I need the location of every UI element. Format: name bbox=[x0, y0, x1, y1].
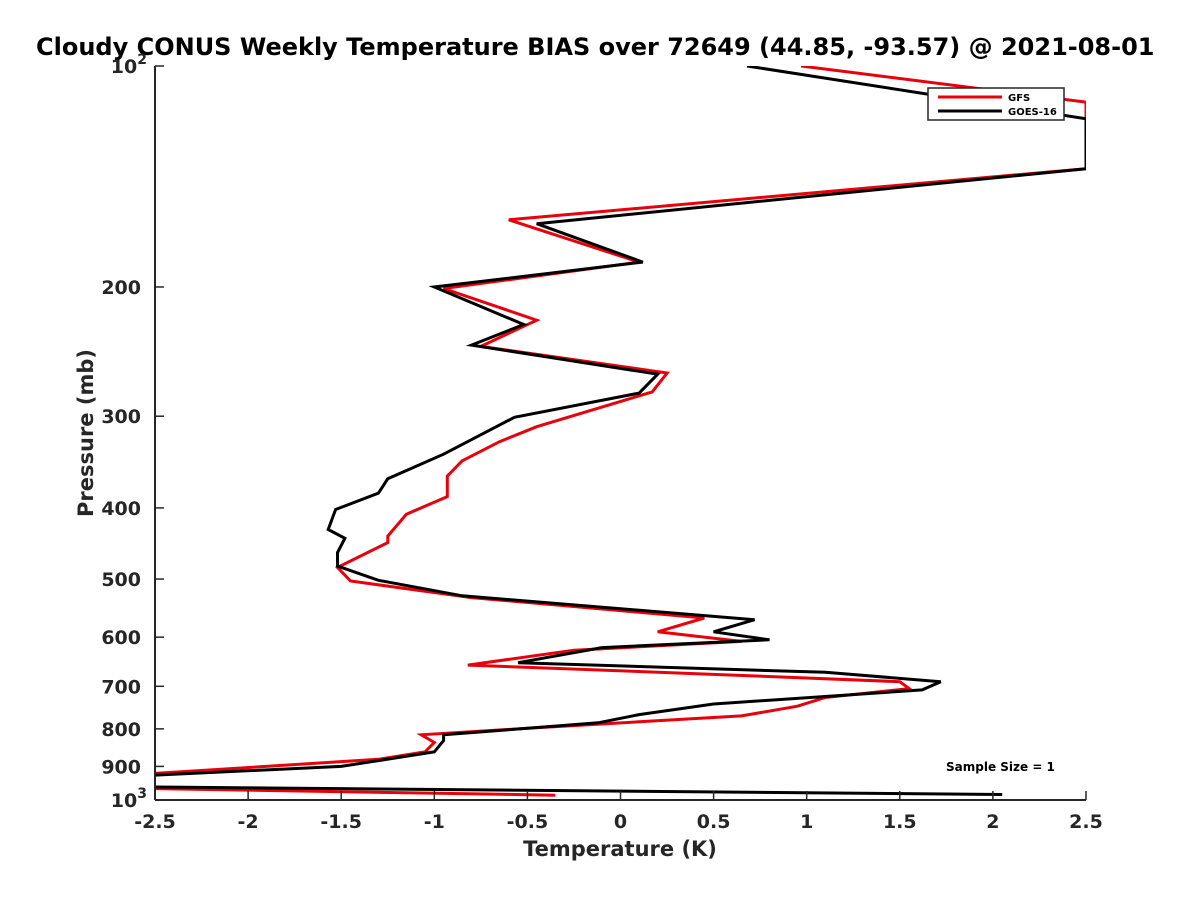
x-tick-label: -1.5 bbox=[320, 811, 362, 833]
x-tick-label: 2.5 bbox=[1069, 811, 1103, 833]
x-tick-label: 1 bbox=[800, 811, 813, 833]
sample-size-annotation: Sample Size = 1 bbox=[946, 760, 1055, 774]
y-tick-label: 600 bbox=[101, 627, 141, 649]
x-tick-label: 1.5 bbox=[883, 811, 917, 833]
x-tick-label: 2 bbox=[986, 811, 999, 833]
y-tick-label: 200 bbox=[101, 277, 141, 299]
x-tick-label: -2 bbox=[238, 811, 259, 833]
series-layer bbox=[155, 66, 1086, 797]
y-tick-label: 900 bbox=[101, 756, 141, 778]
legend-label-goes16: GOES-16 bbox=[1008, 107, 1057, 118]
y-tick-label: 103 bbox=[111, 786, 147, 812]
x-axis-label: Temperature (K) bbox=[523, 837, 717, 861]
series-line-gfs-lower bbox=[155, 787, 556, 797]
y-tick-base: 10 bbox=[111, 56, 137, 78]
legend-label-gfs: GFS bbox=[1008, 93, 1030, 104]
series-line-goes16 bbox=[155, 66, 1086, 777]
y-tick-label: 300 bbox=[101, 406, 141, 428]
y-tick-base: 10 bbox=[111, 790, 137, 812]
x-tick-label: 0.5 bbox=[697, 811, 731, 833]
x-tick-label: 0 bbox=[614, 811, 627, 833]
legend-box bbox=[927, 87, 1065, 121]
x-tick-label: -0.5 bbox=[507, 811, 549, 833]
y-tick-label: 700 bbox=[101, 676, 141, 698]
series-line-goes16-lower bbox=[155, 785, 1003, 796]
y-tick-exponent: 2 bbox=[137, 52, 147, 68]
y-tick-exponent: 3 bbox=[137, 786, 147, 802]
y-tick-label: 500 bbox=[101, 569, 141, 591]
y-tick-label: 102 bbox=[111, 52, 147, 78]
legend: GFS GOES-16 bbox=[927, 87, 1065, 121]
chart-title: Cloudy CONUS Weekly Temperature BIAS ove… bbox=[36, 33, 1154, 61]
x-tick-label: -2.5 bbox=[134, 811, 176, 833]
y-tick-label: 400 bbox=[101, 498, 141, 520]
y-tick-label: 800 bbox=[101, 719, 141, 741]
x-tick-group: -2.5 -2 -1.5 -1 -0.5 0 0.5 1 1.5 2 2.5 bbox=[134, 791, 1103, 833]
x-tick-label: -1 bbox=[424, 811, 445, 833]
y-axis-label: Pressure (mb) bbox=[74, 349, 98, 517]
